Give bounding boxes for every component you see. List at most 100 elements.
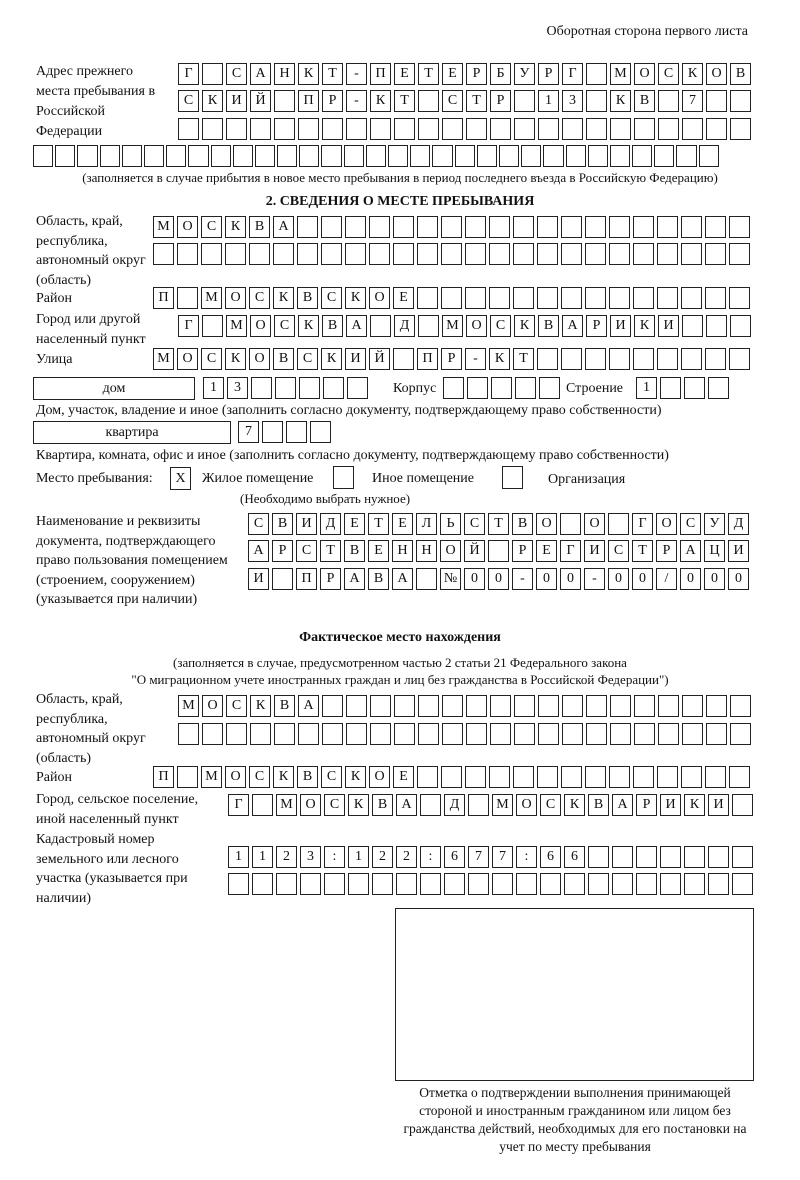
- char-cell[interactable]: [322, 695, 343, 717]
- char-cell[interactable]: [492, 873, 513, 895]
- char-cell[interactable]: [297, 243, 318, 265]
- korpus-cells[interactable]: [443, 377, 563, 399]
- char-cell[interactable]: К: [489, 348, 510, 370]
- char-cell[interactable]: 1: [203, 377, 224, 399]
- char-cell[interactable]: С: [490, 315, 511, 337]
- char-cell[interactable]: [537, 243, 558, 265]
- char-cell[interactable]: [418, 90, 439, 112]
- char-cell[interactable]: [370, 315, 391, 337]
- char-cell[interactable]: 6: [540, 846, 561, 868]
- char-cell[interactable]: О: [250, 315, 271, 337]
- char-cell[interactable]: Р: [441, 348, 462, 370]
- char-cell[interactable]: [321, 216, 342, 238]
- char-cell[interactable]: М: [226, 315, 247, 337]
- char-cell[interactable]: [633, 216, 654, 238]
- char-cell[interactable]: [346, 695, 367, 717]
- char-cell[interactable]: [232, 145, 253, 167]
- char-cell[interactable]: [706, 118, 727, 140]
- char-cell[interactable]: [633, 287, 654, 309]
- char-cell[interactable]: [537, 766, 558, 788]
- char-cell[interactable]: [657, 287, 678, 309]
- char-cell[interactable]: О: [225, 287, 246, 309]
- char-cell[interactable]: [370, 723, 391, 745]
- char-cell[interactable]: А: [250, 63, 271, 85]
- char-cell[interactable]: [393, 216, 414, 238]
- char-cell[interactable]: [297, 216, 318, 238]
- char-cell[interactable]: [286, 421, 307, 443]
- char-cell[interactable]: [730, 315, 751, 337]
- building-cells[interactable]: 1: [636, 377, 732, 399]
- char-cell[interactable]: [561, 348, 582, 370]
- char-cell[interactable]: [586, 118, 607, 140]
- char-cell[interactable]: [226, 723, 247, 745]
- char-cell[interactable]: [202, 118, 223, 140]
- char-cell[interactable]: К: [345, 766, 366, 788]
- char-cell[interactable]: И: [660, 794, 681, 816]
- char-cell[interactable]: И: [584, 540, 605, 562]
- char-cell[interactable]: [561, 243, 582, 265]
- char-cell[interactable]: И: [728, 540, 749, 562]
- char-cell[interactable]: [562, 723, 583, 745]
- char-cell[interactable]: [706, 695, 727, 717]
- char-cell[interactable]: К: [345, 287, 366, 309]
- cadastral-row-2[interactable]: [228, 873, 756, 895]
- char-cell[interactable]: [250, 118, 271, 140]
- char-cell[interactable]: [418, 315, 439, 337]
- char-cell[interactable]: [276, 873, 297, 895]
- char-cell[interactable]: [537, 348, 558, 370]
- char-cell[interactable]: [298, 118, 319, 140]
- char-cell[interactable]: В: [588, 794, 609, 816]
- char-cell[interactable]: [322, 118, 343, 140]
- char-cell[interactable]: [562, 118, 583, 140]
- char-cell[interactable]: [705, 348, 726, 370]
- char-cell[interactable]: [201, 243, 222, 265]
- char-cell[interactable]: У: [514, 63, 535, 85]
- char-cell[interactable]: О: [466, 315, 487, 337]
- char-cell[interactable]: [729, 766, 750, 788]
- char-cell[interactable]: [262, 421, 283, 443]
- char-cell[interactable]: [513, 243, 534, 265]
- char-cell[interactable]: М: [201, 766, 222, 788]
- char-cell[interactable]: [370, 118, 391, 140]
- char-cell[interactable]: [636, 846, 657, 868]
- char-cell[interactable]: [610, 118, 631, 140]
- char-cell[interactable]: [202, 63, 223, 85]
- char-cell[interactable]: [299, 377, 320, 399]
- char-cell[interactable]: А: [346, 315, 367, 337]
- char-cell[interactable]: [454, 145, 475, 167]
- char-cell[interactable]: 1: [228, 846, 249, 868]
- document-row-3[interactable]: И П Р А В А № 0 0-0 0-0 0/0 0 0: [248, 568, 752, 590]
- char-cell[interactable]: [585, 348, 606, 370]
- char-cell[interactable]: [586, 90, 607, 112]
- char-cell[interactable]: [418, 695, 439, 717]
- char-cell[interactable]: Г: [228, 794, 249, 816]
- char-cell[interactable]: [585, 216, 606, 238]
- char-cell[interactable]: М: [610, 63, 631, 85]
- char-cell[interactable]: Й: [464, 540, 485, 562]
- char-cell[interactable]: [516, 873, 537, 895]
- char-cell[interactable]: [609, 287, 630, 309]
- char-cell[interactable]: [708, 873, 729, 895]
- char-cell[interactable]: [658, 695, 679, 717]
- char-cell[interactable]: [660, 846, 681, 868]
- char-cell[interactable]: Е: [394, 63, 415, 85]
- char-cell[interactable]: [393, 348, 414, 370]
- char-cell[interactable]: В: [249, 216, 270, 238]
- char-cell[interactable]: О: [225, 766, 246, 788]
- char-cell[interactable]: [188, 145, 209, 167]
- char-cell[interactable]: [299, 145, 320, 167]
- char-cell[interactable]: [491, 377, 512, 399]
- char-cell[interactable]: [610, 723, 631, 745]
- char-cell[interactable]: [166, 145, 187, 167]
- char-cell[interactable]: В: [512, 513, 533, 535]
- char-cell[interactable]: [658, 90, 679, 112]
- char-cell[interactable]: [562, 695, 583, 717]
- char-cell[interactable]: [300, 873, 321, 895]
- char-cell[interactable]: О: [440, 540, 461, 562]
- char-cell[interactable]: [705, 766, 726, 788]
- char-cell[interactable]: [560, 513, 581, 535]
- char-cell[interactable]: [272, 568, 293, 590]
- char-cell[interactable]: -: [584, 568, 605, 590]
- char-cell[interactable]: А: [248, 540, 269, 562]
